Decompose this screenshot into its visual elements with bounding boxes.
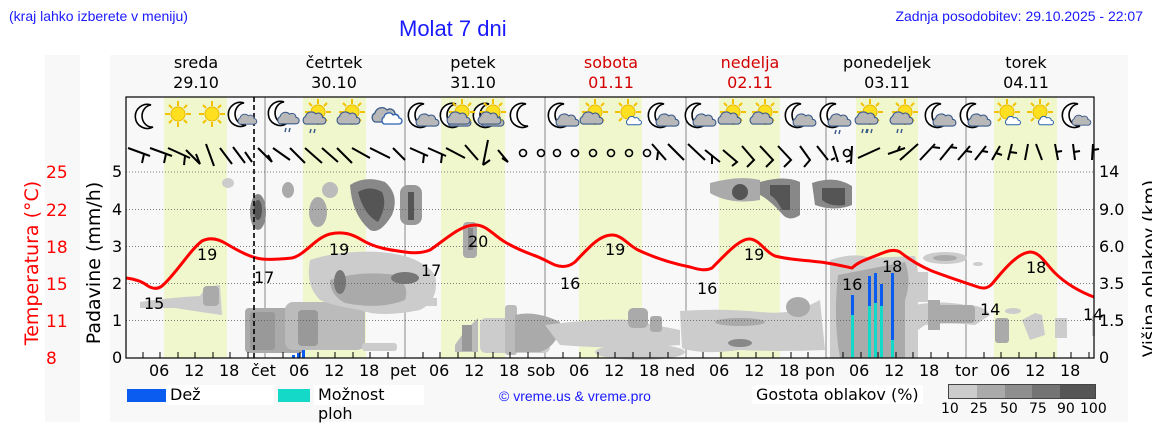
day-label: petek 31.10: [450, 53, 496, 92]
x-tick: 18: [359, 361, 380, 380]
density-tick: 90: [1057, 401, 1075, 417]
cloud-height-tick: 6.0: [1099, 237, 1125, 256]
precip-tick: 0: [112, 348, 123, 367]
svg-text:18: 18: [882, 257, 902, 276]
x-tick: 12: [744, 361, 765, 380]
page-title: Molat 7 dni: [399, 16, 507, 41]
x-tick: 18: [779, 361, 800, 380]
day-label-weekend: sobota 01.11: [583, 53, 639, 92]
temp-tick: 22: [46, 201, 68, 221]
day-label: sreda 29.10: [173, 53, 219, 92]
x-tick: 06: [990, 361, 1011, 380]
precip-tick: 4: [112, 200, 123, 219]
x-tick: 12: [184, 361, 205, 380]
x-tick-day: ned: [665, 361, 696, 380]
x-tick: 06: [429, 361, 450, 380]
svg-text:19: 19: [329, 240, 349, 259]
x-tick: 18: [919, 361, 940, 380]
precip-tick: 1: [112, 311, 123, 330]
svg-text:17: 17: [421, 261, 441, 280]
temp-tick: 15: [46, 275, 68, 295]
svg-text:19: 19: [197, 245, 217, 264]
x-tick: 12: [604, 361, 625, 380]
last-update: Zadnja posodobitev: 29.10.2025 - 22:07: [895, 8, 1143, 24]
svg-text:15: 15: [144, 294, 164, 313]
x-tick: 18: [219, 361, 240, 380]
day-label-weekend: nedelja 02.11: [720, 53, 780, 92]
cloud-density-scale: [948, 384, 1096, 399]
temp-tick: 11: [46, 312, 68, 332]
cloud-height-tick: 14: [1099, 162, 1120, 181]
day-label: ponedeljek 03.11: [843, 53, 931, 92]
x-tick: 06: [149, 361, 170, 380]
density-tick: 75: [1029, 401, 1047, 417]
x-tick: 12: [884, 361, 905, 380]
temp-tick: 25: [46, 163, 68, 183]
density-tick: 25: [970, 401, 988, 417]
day-label: torek 04.11: [1003, 53, 1049, 92]
svg-text:19: 19: [744, 245, 764, 264]
x-tick-day: pet: [390, 361, 417, 380]
svg-text:14: 14: [980, 300, 1000, 319]
svg-text:20: 20: [468, 232, 488, 251]
x-tick: 06: [849, 361, 870, 380]
cloud-height-tick: 1.5: [1099, 311, 1125, 330]
cloud-height-tick: 0: [1099, 348, 1110, 367]
x-tick-day: sob: [527, 361, 556, 380]
cloud-height-tick: 9.0: [1099, 200, 1125, 219]
showers-legend-label: Možnost ploh: [314, 385, 424, 423]
svg-text:16: 16: [560, 274, 580, 293]
day-label: četrtek 30.10: [305, 53, 363, 92]
precip-tick: 3: [112, 237, 123, 256]
precip-tick: 2: [112, 274, 123, 293]
x-tick: 12: [324, 361, 345, 380]
svg-text:16: 16: [697, 279, 717, 298]
density-tick: 50: [1000, 401, 1018, 417]
svg-text:17: 17: [254, 268, 274, 287]
svg-text:16: 16: [842, 275, 862, 294]
cloud-density-legend-label: Gostota oblakov (%): [752, 385, 923, 404]
svg-text:18: 18: [1026, 258, 1046, 277]
x-tick: 12: [464, 361, 485, 380]
copyright-link[interactable]: © vreme.us & vreme.pro: [499, 388, 651, 404]
x-tick: 12: [1025, 361, 1046, 380]
x-tick: 06: [569, 361, 590, 380]
temp-tick: 8: [46, 349, 57, 369]
x-tick-day: tor: [955, 361, 978, 380]
rain-legend-label: Dež: [166, 385, 274, 405]
svg-text:14: 14: [1083, 305, 1103, 324]
x-tick: 18: [499, 361, 520, 380]
x-tick: 06: [709, 361, 730, 380]
x-tick-day: pon: [805, 361, 836, 380]
region-hint-link[interactable]: (kraj lahko izberete v meniju): [9, 8, 188, 24]
svg-text:19: 19: [605, 240, 625, 259]
density-tick: 10: [941, 401, 959, 417]
showers-legend-swatch: [278, 389, 310, 402]
x-tick: 06: [289, 361, 310, 380]
precip-tick: 5: [112, 162, 123, 181]
rain-legend-swatch: [127, 389, 174, 402]
cloud-height-tick: 3.5: [1099, 274, 1125, 293]
density-tick: 100: [1080, 401, 1107, 417]
x-tick-day: čet: [251, 361, 276, 380]
temperature-axis-panel: [45, 55, 80, 422]
temp-tick: 18: [46, 238, 68, 258]
x-tick: 18: [639, 361, 660, 380]
x-tick: 18: [1060, 361, 1081, 380]
